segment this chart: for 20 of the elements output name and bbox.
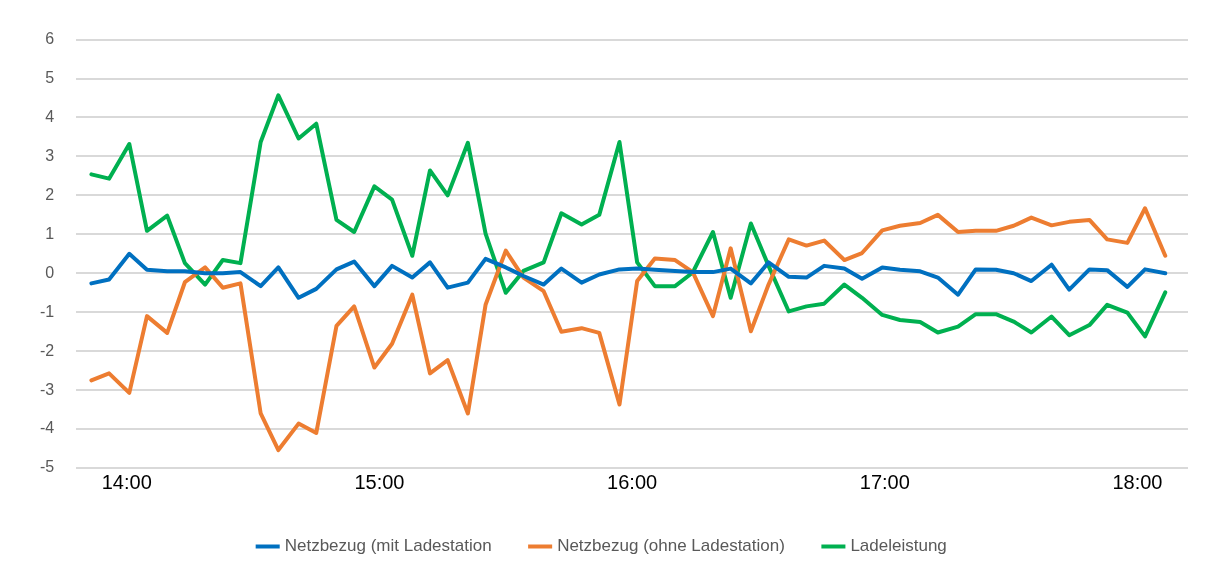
y-tick-label: -2	[39, 341, 55, 359]
x-tick-label: 14:00	[101, 470, 152, 493]
y-tick-label: -3	[39, 380, 55, 398]
y-tick-label: 4	[45, 107, 55, 125]
x-tick-label: 17:00	[859, 470, 910, 493]
legend-label: Ladeleistung	[850, 536, 947, 556]
y-tick-label: -1	[39, 302, 55, 320]
x-tick-label: 15:00	[354, 470, 405, 493]
y-tick-label: 3	[45, 146, 55, 164]
y-tick-label: 5	[45, 68, 55, 86]
y-tick-label: 6	[45, 30, 55, 48]
y-tick-label: 2	[45, 185, 55, 203]
y-tick-label: -4	[39, 419, 55, 437]
legend-label: Netzbezug (mit Ladestation	[284, 536, 492, 556]
y-tick-label: 1	[45, 224, 55, 242]
y-tick-label: 0	[45, 263, 55, 281]
legend-label: Netzbezug (ohne Ladestation)	[557, 536, 785, 556]
y-tick-label: -5	[39, 458, 55, 476]
x-tick-label: 18:00	[1112, 470, 1163, 493]
x-tick-label: 16:00	[607, 470, 658, 493]
